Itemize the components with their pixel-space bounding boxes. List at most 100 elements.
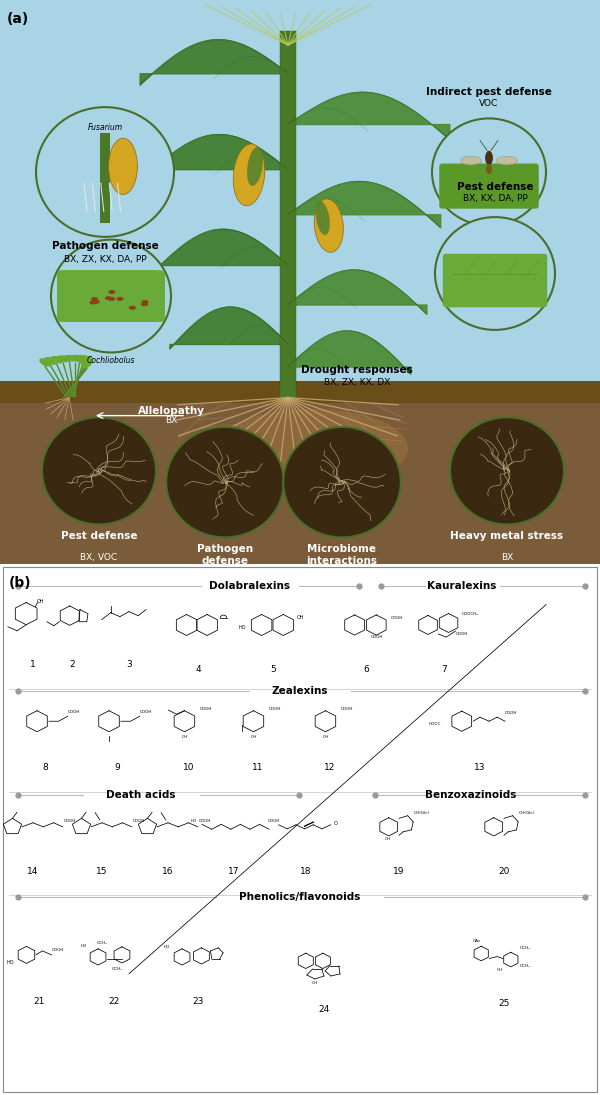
Circle shape	[450, 417, 564, 525]
Ellipse shape	[247, 147, 263, 186]
Ellipse shape	[109, 138, 137, 195]
Text: COOH: COOH	[52, 948, 64, 952]
Ellipse shape	[108, 297, 115, 301]
Ellipse shape	[141, 302, 148, 307]
Circle shape	[36, 107, 174, 237]
Text: Zealexins: Zealexins	[272, 687, 328, 696]
Text: Drought responses: Drought responses	[301, 365, 413, 374]
Text: BX, KX, DA, PP: BX, KX, DA, PP	[463, 194, 527, 203]
Ellipse shape	[142, 300, 149, 304]
Text: 9: 9	[114, 763, 120, 772]
Ellipse shape	[497, 157, 517, 165]
Bar	[100, 132, 110, 222]
Text: HOOC: HOOC	[429, 723, 441, 726]
Text: BX, ZX, KX, DX: BX, ZX, KX, DX	[324, 379, 390, 388]
Ellipse shape	[81, 358, 93, 367]
Text: Dolabralexins: Dolabralexins	[209, 581, 290, 591]
Text: OH: OH	[37, 599, 45, 603]
Text: BX: BX	[501, 553, 513, 562]
Text: OH(Glc): OH(Glc)	[519, 810, 535, 815]
Text: 13: 13	[474, 763, 486, 772]
Text: Death acids: Death acids	[106, 789, 176, 800]
Text: COOH: COOH	[340, 707, 353, 711]
Text: Phenolics/flavonoids: Phenolics/flavonoids	[239, 892, 361, 902]
Text: COOH: COOH	[391, 616, 403, 620]
Text: OH: OH	[181, 736, 188, 739]
Text: 8: 8	[42, 763, 48, 772]
Text: 3: 3	[126, 659, 132, 669]
Ellipse shape	[216, 408, 408, 487]
Text: OCH₃: OCH₃	[520, 946, 531, 950]
Text: 6: 6	[363, 665, 369, 673]
Ellipse shape	[50, 356, 63, 364]
Ellipse shape	[485, 151, 493, 165]
Ellipse shape	[73, 355, 86, 361]
Ellipse shape	[316, 201, 330, 235]
Ellipse shape	[57, 355, 70, 362]
Ellipse shape	[105, 296, 112, 300]
Text: 4: 4	[195, 665, 201, 673]
Text: COOH: COOH	[199, 819, 211, 822]
Text: 19: 19	[393, 866, 405, 876]
Text: COOH: COOH	[371, 635, 383, 639]
FancyBboxPatch shape	[443, 254, 547, 308]
Text: HO: HO	[7, 960, 14, 965]
Text: BX, ZX, KX, DA, PP: BX, ZX, KX, DA, PP	[64, 255, 146, 264]
Text: 24: 24	[319, 1005, 329, 1014]
Text: HO: HO	[190, 819, 196, 823]
Text: COOH: COOH	[64, 819, 76, 822]
Ellipse shape	[89, 300, 97, 304]
Text: HO: HO	[163, 945, 170, 949]
Text: OH: OH	[385, 837, 391, 841]
Text: VOC: VOC	[479, 100, 499, 108]
Text: OH: OH	[297, 615, 304, 620]
Text: OCH₃: OCH₃	[97, 941, 108, 945]
FancyBboxPatch shape	[57, 270, 165, 322]
Circle shape	[432, 118, 546, 226]
Text: 14: 14	[28, 866, 38, 876]
Text: 25: 25	[499, 1000, 509, 1008]
Text: OCH₃: OCH₃	[112, 967, 123, 971]
Ellipse shape	[109, 290, 116, 293]
Text: Microbiome
interactions: Microbiome interactions	[307, 544, 377, 566]
Text: HO: HO	[238, 625, 245, 630]
Text: Pest defense: Pest defense	[457, 182, 533, 192]
FancyBboxPatch shape	[439, 163, 539, 209]
Bar	[0, 0, 600, 397]
Text: 11: 11	[252, 763, 264, 772]
Text: 20: 20	[499, 866, 509, 876]
Text: BX: BX	[165, 416, 177, 425]
Text: OH(Glc): OH(Glc)	[414, 810, 430, 815]
Text: COOH: COOH	[140, 711, 152, 714]
Text: Allelopathy: Allelopathy	[137, 405, 205, 415]
Ellipse shape	[81, 359, 93, 369]
Text: OAc: OAc	[473, 940, 481, 944]
Circle shape	[42, 417, 156, 525]
Bar	[280, 31, 296, 397]
Text: Pathogen
defense: Pathogen defense	[197, 544, 253, 566]
Text: Heavy metal stress: Heavy metal stress	[451, 531, 563, 541]
Ellipse shape	[63, 355, 76, 361]
Bar	[0, 381, 600, 403]
Text: BX, DX: BX, DX	[326, 587, 358, 596]
Ellipse shape	[129, 306, 136, 310]
Ellipse shape	[461, 157, 482, 165]
Text: 12: 12	[325, 763, 335, 772]
Ellipse shape	[314, 199, 343, 252]
Text: COOH: COOH	[68, 711, 80, 714]
Text: 17: 17	[228, 866, 240, 876]
Text: COOH: COOH	[505, 711, 517, 715]
Ellipse shape	[79, 356, 91, 364]
Text: 18: 18	[300, 866, 312, 876]
Text: 22: 22	[109, 996, 119, 1005]
Circle shape	[283, 427, 401, 538]
Text: Pest defense: Pest defense	[61, 531, 137, 541]
Text: 5: 5	[270, 665, 276, 673]
Bar	[0, 387, 600, 564]
Ellipse shape	[39, 358, 51, 367]
Ellipse shape	[91, 297, 98, 301]
Text: (b): (b)	[9, 576, 32, 589]
Text: Kauralexins: Kauralexins	[427, 581, 497, 591]
Ellipse shape	[76, 355, 89, 362]
Text: 16: 16	[162, 866, 174, 876]
